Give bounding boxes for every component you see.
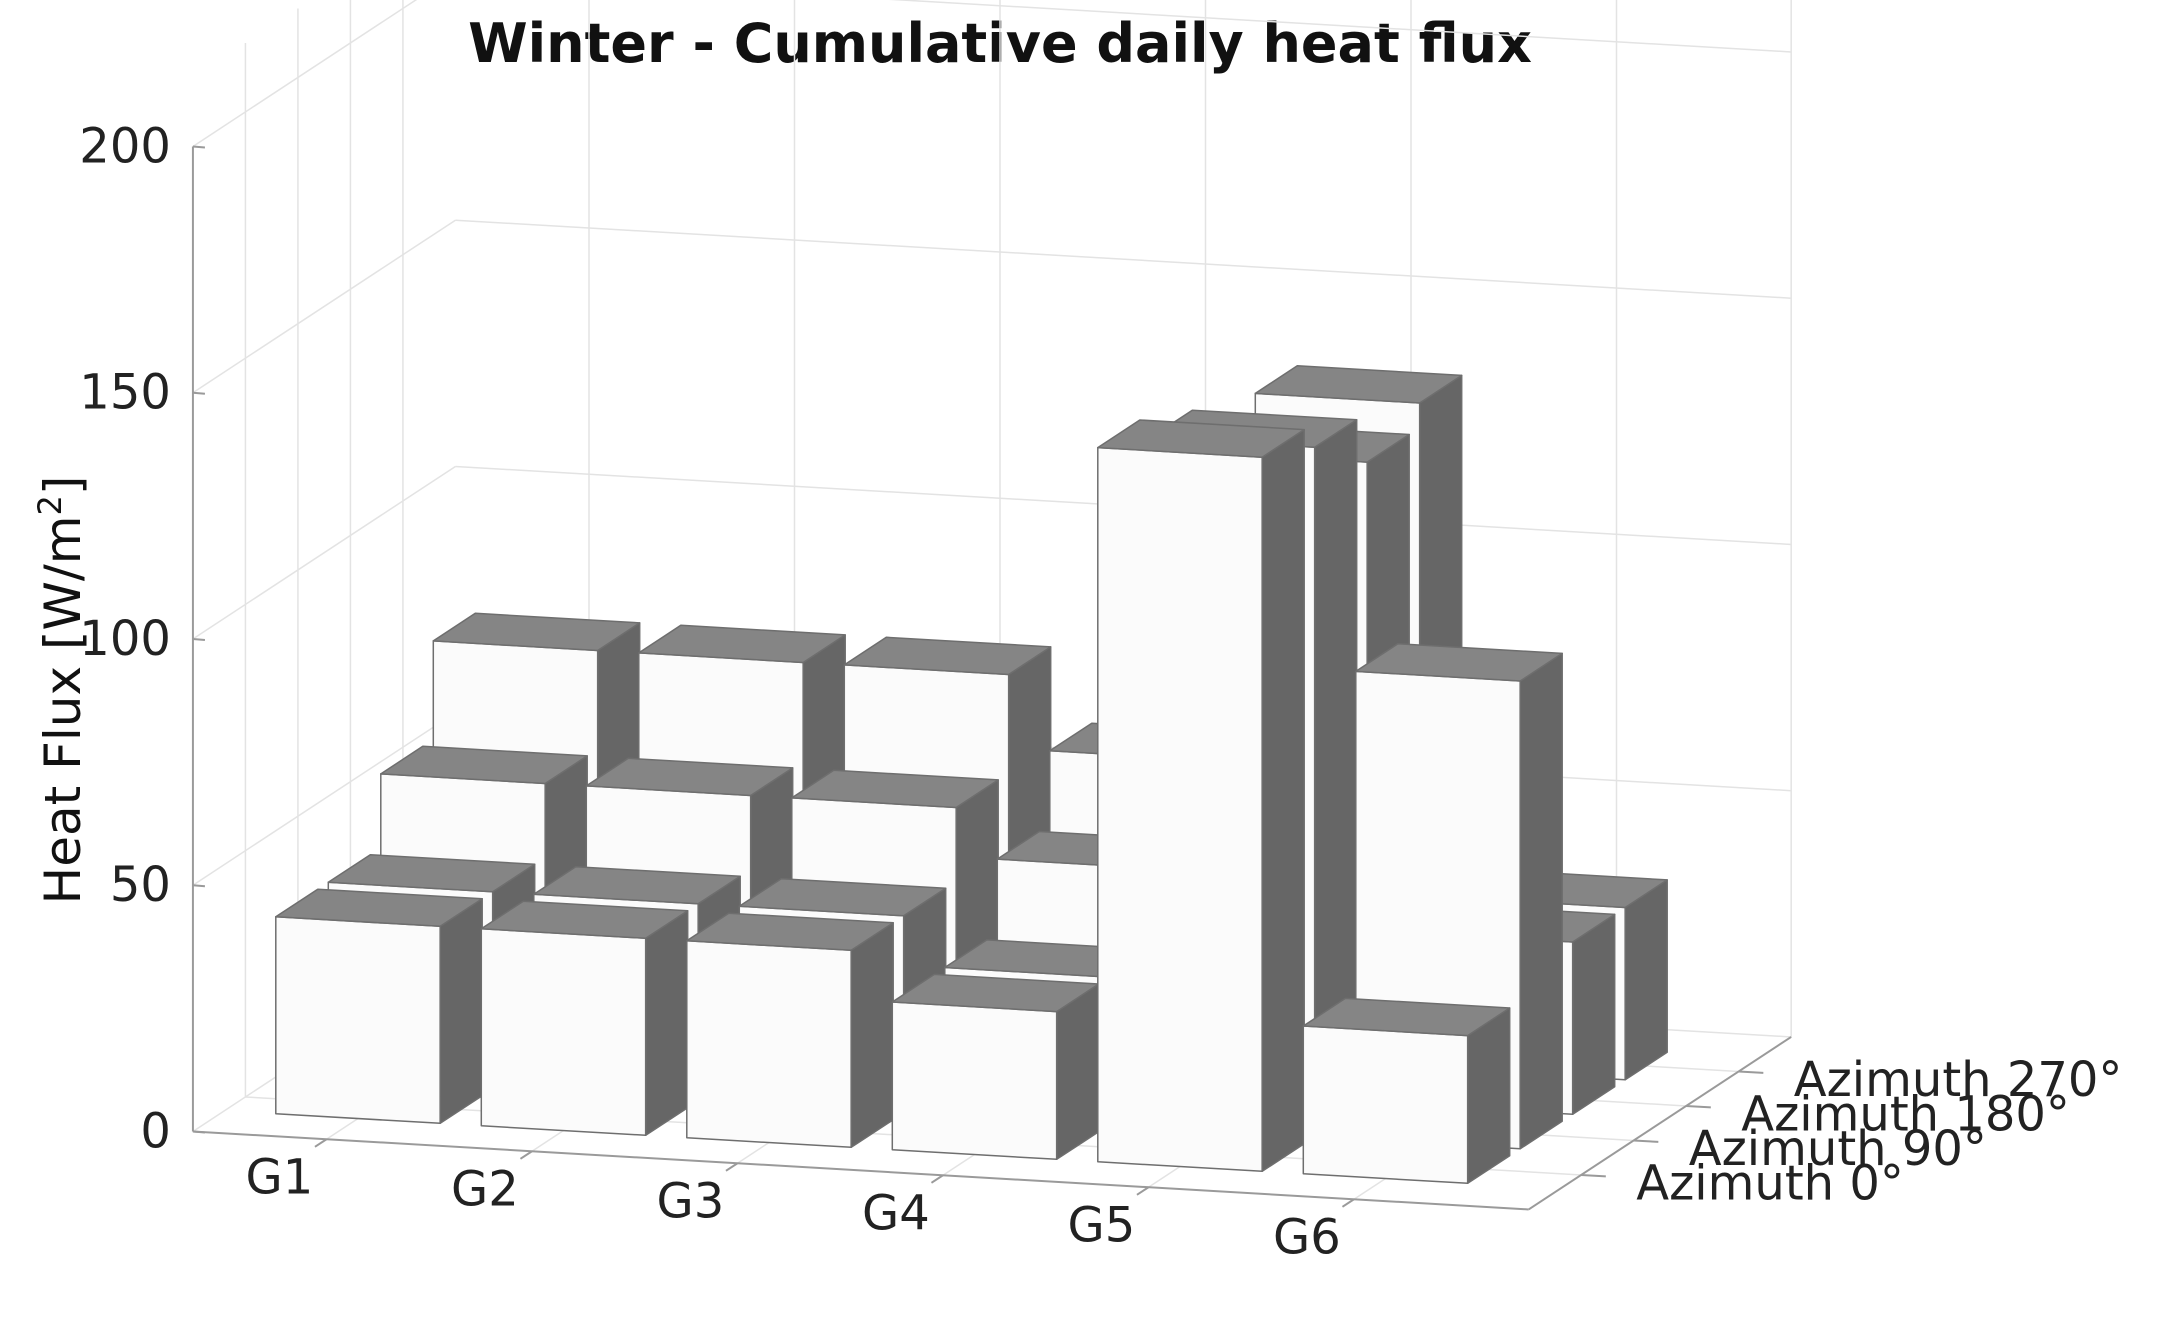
z-tick-label: 150 — [79, 365, 171, 421]
gridline-side-wall — [192, 712, 456, 886]
z-tick-mark — [192, 145, 206, 149]
z-tick-mark — [192, 637, 206, 641]
x-tick-mark — [725, 1162, 739, 1172]
bar-front-face — [480, 928, 647, 1137]
bar-G5-series-1 — [1097, 419, 1305, 1173]
bar-G4-series-1 — [891, 973, 1100, 1161]
bar-top-face — [791, 769, 999, 809]
x-tick-mark — [1136, 1186, 1150, 1196]
bar-side-face — [1466, 1007, 1511, 1185]
z-axis-label-superscript: 2 — [31, 495, 69, 515]
bar-top-face — [843, 636, 1052, 676]
bar-front-face — [891, 1001, 1058, 1161]
bar-front-face — [1302, 1025, 1469, 1185]
bar-side-face — [1571, 913, 1616, 1116]
y-tick-label: Azimuth 180° — [1741, 1086, 2070, 1142]
bar-side-face — [1055, 983, 1100, 1161]
bar-top-face — [432, 612, 641, 652]
bar-front-face — [686, 940, 852, 1149]
y-tick-mark — [1633, 1139, 1659, 1143]
bar-side-face — [1624, 879, 1668, 1081]
bar-top-face — [480, 900, 689, 940]
bar-top-face — [585, 757, 794, 797]
z-tick-mark — [192, 884, 206, 888]
bar-top-face — [638, 624, 846, 664]
bar-front-face — [1097, 446, 1263, 1173]
y-tick-mark — [1686, 1104, 1711, 1109]
z-axis-label: Heat Flux [W/m2] — [31, 476, 92, 905]
y-tick-label: Azimuth 0° — [1636, 1155, 1904, 1211]
z-tick-mark — [192, 391, 206, 395]
bar-side-face — [1519, 652, 1563, 1150]
y-tick-label: Azimuth 90° — [1689, 1121, 1987, 1177]
y-tick-mark — [1738, 1070, 1764, 1074]
x-tick-label: G4 — [862, 1185, 930, 1241]
bar-G3-series-1 — [686, 912, 894, 1149]
bar-front-face — [275, 916, 441, 1125]
z-tick-label: 200 — [79, 118, 171, 174]
axis-layer — [191, 145, 1792, 1211]
bar-G2-series-1 — [480, 900, 689, 1137]
bar-top-face — [1355, 643, 1563, 682]
bar-top-face — [275, 888, 483, 928]
bar-G1-series-1 — [275, 888, 483, 1125]
z-tick-label: 100 — [79, 611, 171, 667]
gridline-back-wall — [455, 219, 1792, 299]
x-tick-mark — [314, 1138, 328, 1148]
bar-top-face — [380, 745, 588, 785]
y-tick-label: Azimuth 270° — [1794, 1052, 2123, 1108]
bar-side-face — [644, 910, 689, 1137]
x-tick-mark — [1341, 1198, 1355, 1208]
bar-top-face — [1302, 997, 1511, 1037]
bar-side-face — [850, 922, 894, 1149]
x-tick-label: G1 — [246, 1149, 314, 1205]
z-tick-mark — [192, 1130, 206, 1134]
bar-top-face — [738, 877, 947, 917]
gridline-side-wall — [192, 465, 456, 640]
z-axis-label-end: ] — [34, 476, 92, 496]
z-axis-label-main: Heat Flux [W/m — [34, 516, 92, 905]
x-axis-line — [192, 1130, 1529, 1211]
bar-side-face — [439, 898, 483, 1125]
x-tick-mark — [930, 1174, 944, 1184]
gridline-back-wall — [888, 0, 1792, 53]
bar-top-face — [533, 865, 741, 905]
bar-top-face — [327, 853, 536, 893]
bars-layer — [275, 365, 1668, 1185]
gridline-side-wall — [192, 0, 418, 148]
bar-side-face — [1261, 428, 1305, 1173]
y-tick-mark — [1581, 1173, 1606, 1178]
z-tick-label: 0 — [140, 1103, 171, 1159]
x-tick-label: G5 — [1068, 1197, 1136, 1253]
bar-G6-series-1 — [1302, 997, 1511, 1185]
y-axis-line — [1528, 1036, 1792, 1211]
bar-top-face — [1254, 365, 1463, 404]
bar-top-face — [686, 912, 894, 952]
z-tick-label: 50 — [110, 857, 171, 913]
x-tick-label: G2 — [451, 1161, 519, 1217]
x-tick-mark — [519, 1150, 533, 1160]
bar-top-face — [1097, 419, 1305, 458]
gridline-side-wall — [192, 219, 456, 394]
x-tick-label: G6 — [1273, 1209, 1341, 1265]
x-tick-label: G3 — [657, 1173, 725, 1229]
